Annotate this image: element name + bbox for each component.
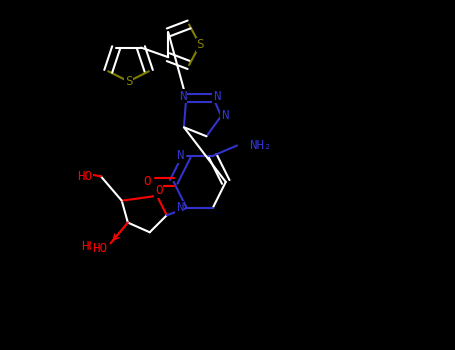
Text: S: S bbox=[125, 75, 132, 88]
Text: N: N bbox=[179, 90, 187, 103]
Text: S: S bbox=[196, 38, 204, 51]
Text: HO: HO bbox=[92, 242, 107, 255]
Text: NH₂: NH₂ bbox=[249, 139, 272, 152]
Text: N: N bbox=[221, 110, 228, 122]
Text: HO: HO bbox=[81, 240, 96, 253]
Text: O: O bbox=[143, 175, 151, 188]
Text: N: N bbox=[176, 149, 183, 162]
Text: N: N bbox=[213, 90, 221, 103]
Text: O: O bbox=[155, 184, 162, 197]
Text: HO: HO bbox=[77, 170, 92, 183]
Text: N: N bbox=[176, 202, 183, 215]
